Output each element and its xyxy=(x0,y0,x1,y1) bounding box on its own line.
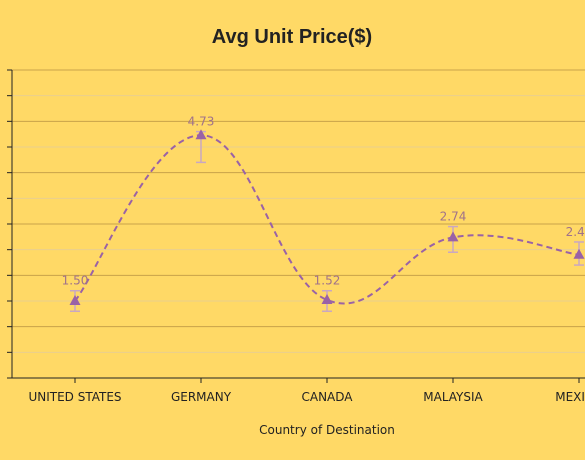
chart-title: Avg Unit Price($) xyxy=(212,26,372,48)
series: 1.50 4.73 1.52 2.74 2.40 xyxy=(62,115,585,313)
x-axis: UNITED STATES GERMANY CANADA MALAYSIA MEXICO xyxy=(12,377,585,404)
data-point xyxy=(573,248,585,259)
x-axis-label: Country of Destination xyxy=(259,423,395,437)
series-line xyxy=(74,134,580,305)
data-point xyxy=(447,231,459,242)
data-label: 1.50 xyxy=(62,274,89,288)
x-tick-label: MALAYSIA xyxy=(423,390,483,404)
data-point xyxy=(195,129,207,140)
data-label: 2.40 xyxy=(566,225,585,239)
data-label: 2.74 xyxy=(440,210,467,224)
data-point xyxy=(321,293,333,304)
data-label: 1.52 xyxy=(314,274,341,288)
data-label: 4.73 xyxy=(188,115,215,129)
x-tick-label: GERMANY xyxy=(171,390,232,404)
grid xyxy=(12,69,585,353)
x-tick-label: UNITED STATES xyxy=(28,390,121,404)
x-tick-label: MEXICO xyxy=(555,390,585,404)
y-axis xyxy=(7,69,13,379)
data-point xyxy=(69,295,81,305)
x-tick-label: CANADA xyxy=(301,390,353,404)
